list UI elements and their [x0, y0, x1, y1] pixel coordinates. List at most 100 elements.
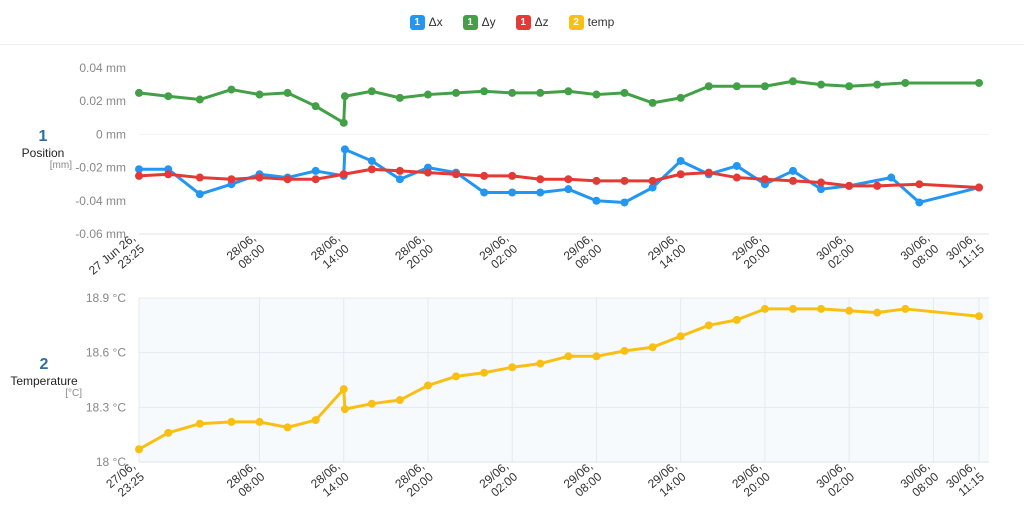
data-point [508, 363, 517, 372]
data-point [564, 87, 573, 96]
data-point [311, 166, 320, 175]
y-tick-label: 18 °C [96, 455, 126, 469]
data-point [311, 102, 320, 111]
legend-badge-dx: 1 [409, 14, 425, 30]
data-point [135, 165, 143, 174]
y-tick-label: 18.6 °C [86, 346, 126, 360]
x-tick-label: 29/06,02:00 [477, 459, 521, 502]
x-tick-label: 29/06,08:00 [561, 459, 605, 502]
data-point [873, 181, 882, 190]
data-point [135, 445, 143, 454]
data-point [536, 88, 545, 97]
y-tick-label: -0.06 mm [75, 227, 126, 241]
data-point [283, 88, 292, 97]
data-point [367, 399, 376, 408]
data-point [592, 352, 601, 361]
x-tick-label: 30/06,08:00 [898, 231, 942, 274]
data-point [817, 185, 826, 194]
x-tick-label: 30/06,11:15 [943, 459, 987, 502]
x-tick-label: 28/06,08:00 [224, 459, 268, 502]
data-point [915, 180, 924, 189]
series-Δz [135, 165, 983, 192]
x-tick-label: 29/06,20:00 [729, 231, 773, 274]
data-point [367, 87, 376, 96]
y-tick-label: 18.3 °C [86, 400, 126, 414]
data-point [423, 90, 432, 99]
data-point [975, 78, 983, 87]
legend-item-dy[interactable]: 1 Δy [462, 14, 496, 30]
data-point [311, 175, 320, 184]
temperature-axis-name: Temperature [10, 374, 78, 388]
x-tick-label: 30/06,11:15 [943, 231, 987, 274]
data-point [760, 175, 769, 184]
data-point [760, 304, 769, 313]
data-point [255, 173, 264, 182]
data-point [788, 176, 797, 185]
data-point [227, 175, 236, 184]
data-point [788, 77, 797, 86]
data-point [975, 183, 983, 192]
legend-label-dx: Δx [428, 15, 443, 29]
data-point [227, 417, 236, 426]
legend-label-temp: temp [587, 15, 615, 29]
x-tick-label: 29/06,08:00 [561, 231, 605, 274]
legend-item-temp[interactable]: 2 temp [568, 14, 615, 30]
data-point [887, 173, 896, 182]
data-point [620, 346, 629, 355]
data-point [845, 181, 854, 190]
data-point [648, 176, 657, 185]
data-point [452, 170, 461, 179]
data-point [508, 171, 517, 180]
y-tick-label: 0.02 mm [79, 94, 126, 108]
x-tick-label: 28/06,14:00 [308, 459, 352, 502]
legend-item-dx[interactable]: 1 Δx [409, 14, 443, 30]
data-point [340, 405, 349, 414]
position-chart: 0.04 mm 0.02 mm 0 mm -0.02 mm -0.04 mm -0.06 … [75, 61, 989, 278]
data-point [564, 185, 573, 194]
data-point [732, 315, 741, 324]
data-point [901, 304, 910, 313]
data-point [480, 188, 489, 197]
temperature-axis-title: 2 Temperature [°C] [6, 356, 82, 399]
data-point [423, 168, 432, 177]
data-point [592, 176, 601, 185]
series-line [137, 79, 981, 125]
x-tick-label: 28/06,08:00 [224, 231, 268, 274]
data-point [340, 145, 349, 154]
x-tick-label: 30/06,02:00 [814, 459, 858, 502]
x-tick-label: 29/06,14:00 [645, 231, 689, 274]
data-point [508, 188, 517, 197]
series-temp [135, 304, 983, 454]
x-tick-label: 28/06,20:00 [392, 459, 436, 502]
data-point [195, 419, 204, 428]
legend-badge-temp: 2 [568, 14, 584, 30]
legend-label-dz: Δz [534, 15, 549, 29]
data-point [732, 82, 741, 91]
data-point [704, 82, 713, 91]
data-point [648, 98, 657, 107]
data-point [620, 176, 629, 185]
data-point [592, 196, 601, 205]
data-point [395, 166, 404, 175]
x-tick-label: 28/06,14:00 [308, 231, 352, 274]
data-point [195, 190, 204, 199]
legend-badge-dz: 1 [515, 14, 531, 30]
chart-legend: 1 Δx 1 Δy 1 Δz 2 temp [0, 0, 1024, 45]
data-point [788, 166, 797, 175]
data-point [311, 416, 320, 425]
x-tick-label: 29/06,14:00 [645, 459, 689, 502]
data-point [480, 171, 489, 180]
data-point [760, 82, 769, 91]
data-point [480, 87, 489, 96]
data-point [339, 118, 348, 127]
data-point [255, 417, 264, 426]
data-point [508, 88, 517, 97]
data-point [676, 332, 685, 341]
legend-item-dz[interactable]: 1 Δz [515, 14, 549, 30]
data-point [901, 78, 910, 87]
position-axis-unit: [mm] [49, 160, 72, 171]
data-point [255, 90, 264, 99]
temperature-axis-number: 2 [39, 356, 49, 373]
data-point [620, 88, 629, 97]
data-point [704, 321, 713, 330]
